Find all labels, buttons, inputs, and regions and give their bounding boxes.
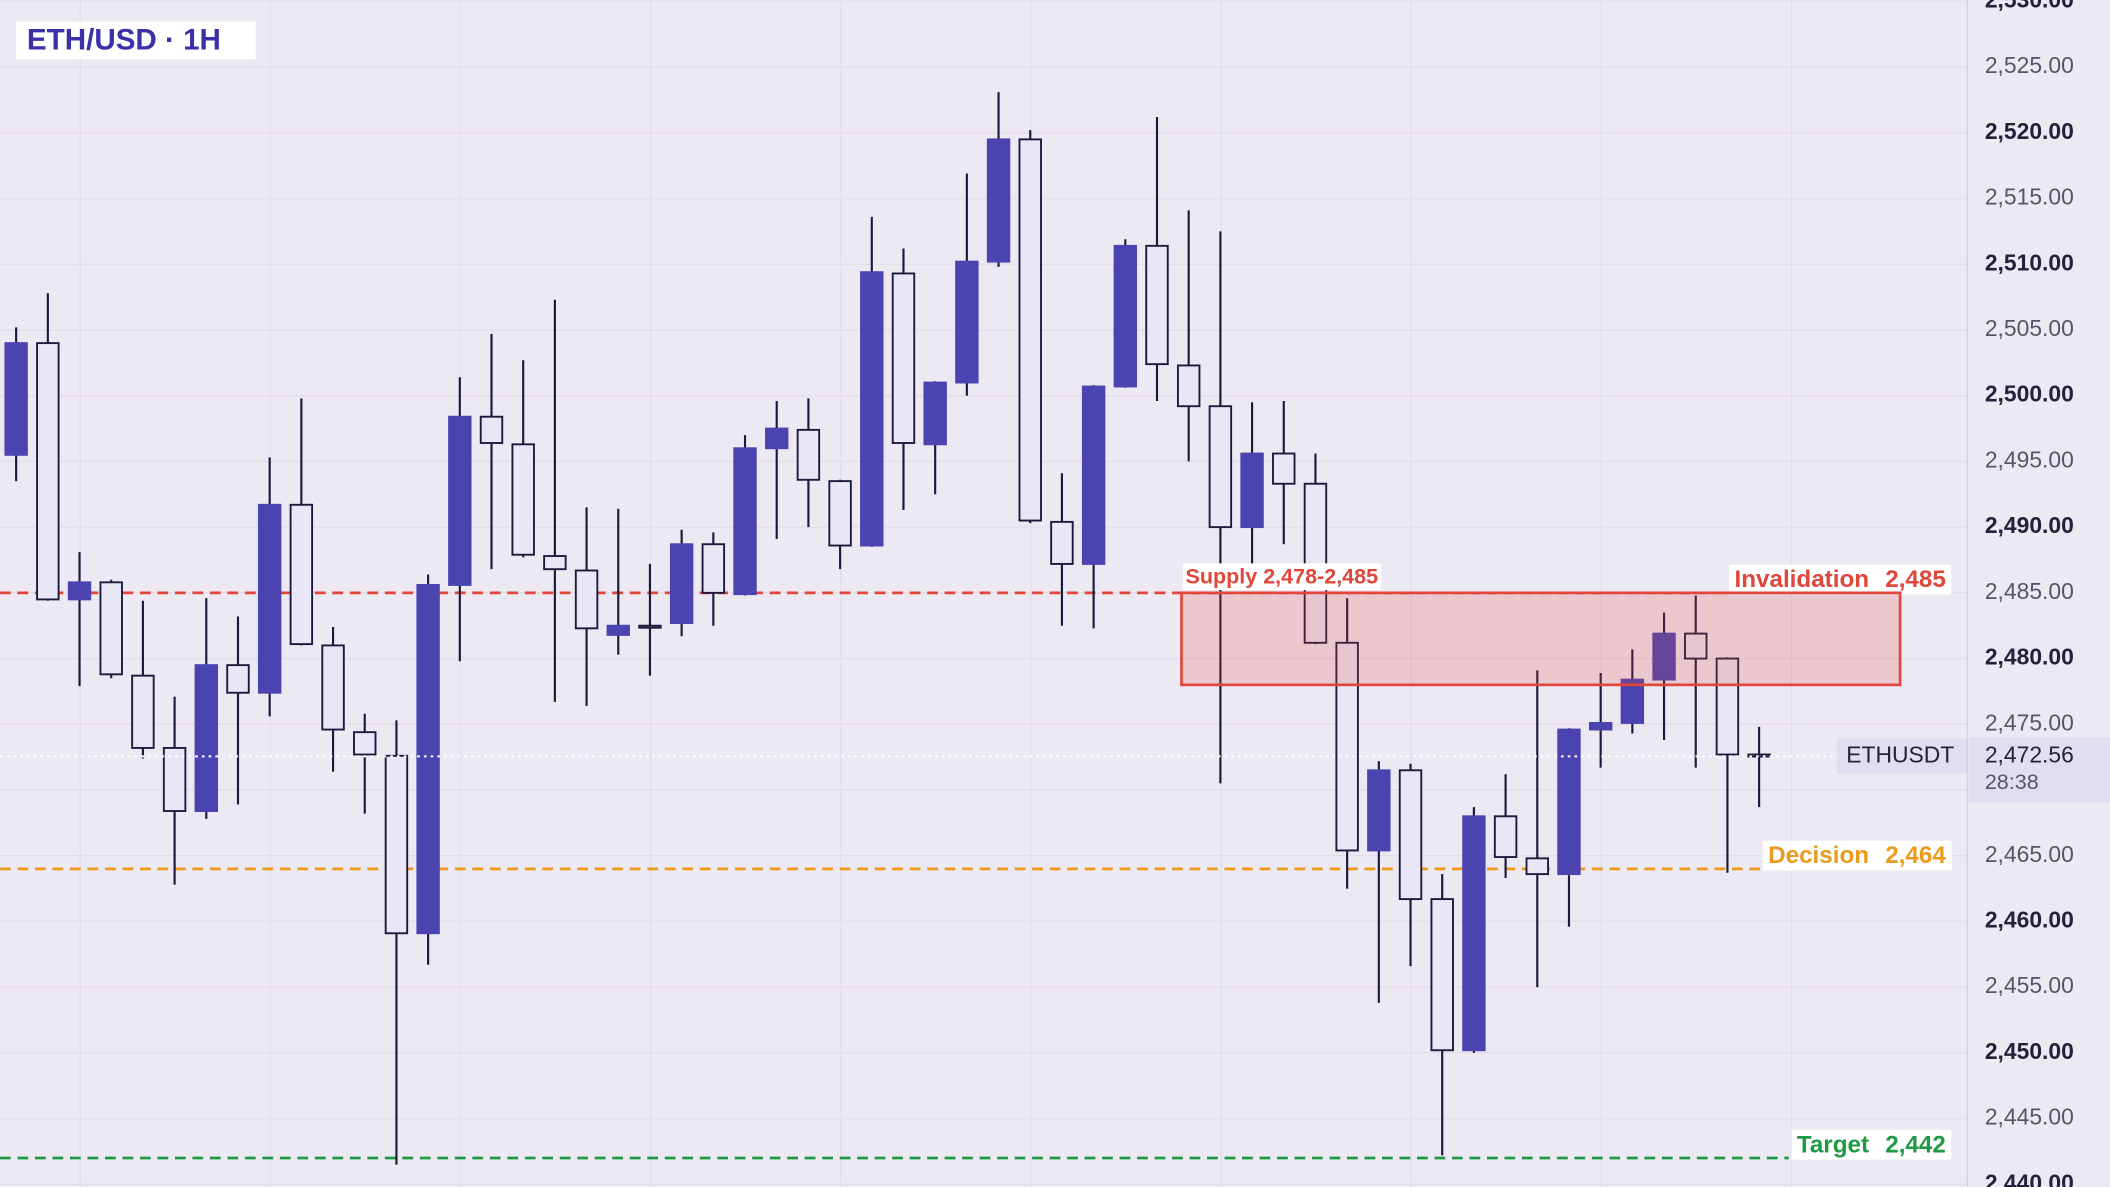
y-tick-label: 2,510.00 bbox=[1985, 249, 2074, 275]
label-background bbox=[1762, 840, 1952, 871]
candle-body bbox=[289, 503, 314, 646]
candle-body bbox=[574, 569, 599, 630]
candle-body bbox=[1367, 769, 1391, 852]
candle-body bbox=[416, 584, 440, 935]
candle-body bbox=[1588, 722, 1613, 731]
level: 2,442 Target bbox=[1791, 1129, 1952, 1160]
candle-body bbox=[1335, 641, 1359, 852]
candle-body bbox=[669, 543, 694, 625]
y-tick-label: 2,440.00 bbox=[1985, 1169, 2074, 1187]
last-price-label: 2,472.56 bbox=[1985, 741, 2074, 767]
candle-body bbox=[479, 415, 504, 444]
candle-body bbox=[67, 581, 92, 601]
candle-body bbox=[321, 644, 345, 731]
candle-body bbox=[543, 555, 567, 571]
level-name: Invalidation bbox=[1734, 566, 1869, 593]
candle-body bbox=[257, 503, 282, 694]
y-tick-label: 2,485.00 bbox=[1985, 578, 2074, 604]
candle-body bbox=[1050, 520, 1074, 565]
candle-body bbox=[1272, 452, 1296, 485]
candle-body bbox=[448, 415, 472, 586]
candle-body bbox=[1145, 244, 1169, 366]
candle-body bbox=[986, 138, 1011, 263]
candle-body bbox=[701, 543, 726, 594]
candle-body bbox=[1176, 364, 1201, 408]
label-background bbox=[1729, 564, 1952, 595]
level-value: 2,442 bbox=[1885, 1131, 1946, 1158]
candle-body bbox=[1208, 405, 1233, 529]
candle-body bbox=[1240, 452, 1264, 529]
candle-body bbox=[1620, 678, 1645, 724]
candle-body bbox=[1430, 898, 1454, 1052]
candle-body bbox=[1525, 857, 1549, 876]
chart-title: ETH/USD · 1H bbox=[27, 24, 221, 57]
y-tick-label: 2,495.00 bbox=[1985, 446, 2074, 472]
level: 2,485 Invalidation bbox=[1729, 564, 1952, 595]
candle-body bbox=[1113, 244, 1138, 388]
y-tick-label: 2,520.00 bbox=[1985, 118, 2074, 144]
candle-body bbox=[36, 342, 60, 601]
countdown-label: 28:38 bbox=[1985, 770, 2039, 794]
candle-body bbox=[99, 581, 123, 676]
candle-body bbox=[1462, 815, 1486, 1052]
y-tick-label: 2,445.00 bbox=[1985, 1104, 2074, 1130]
level-name: Target bbox=[1797, 1131, 1869, 1158]
candle-body bbox=[638, 624, 662, 629]
candle-body bbox=[1557, 728, 1581, 876]
symbol-label: ETHUSDT bbox=[1846, 741, 1954, 767]
candle-body bbox=[891, 272, 916, 444]
level-value: 2,464 bbox=[1885, 842, 1946, 869]
candle-body bbox=[4, 342, 28, 456]
candle-body bbox=[1398, 769, 1423, 901]
y-tick-label: 2,465.00 bbox=[1985, 841, 2074, 867]
candle-body bbox=[1684, 632, 1708, 660]
candle-body bbox=[923, 381, 947, 446]
level-name: Decision bbox=[1768, 842, 1869, 869]
y-tick-label: 2,455.00 bbox=[1985, 972, 2074, 998]
candle-body bbox=[860, 271, 884, 547]
y-tick-label: 2,460.00 bbox=[1985, 906, 2074, 932]
candle-body bbox=[828, 480, 852, 547]
y-tick-label: 2,505.00 bbox=[1985, 315, 2074, 341]
y-tick-label: 2,500.00 bbox=[1985, 381, 2074, 407]
candle-body bbox=[733, 447, 757, 596]
y-tick-label: 2,515.00 bbox=[1985, 184, 2074, 210]
candle-body bbox=[131, 674, 155, 749]
candle-body bbox=[1493, 815, 1518, 858]
level-value: 2,485 bbox=[1885, 566, 1946, 593]
candle-body bbox=[194, 664, 218, 812]
label-background bbox=[1182, 563, 1381, 591]
y-tick-label: 2,530.00 bbox=[1985, 0, 2074, 12]
candle-body bbox=[384, 754, 409, 935]
candle-body bbox=[511, 443, 535, 556]
supply-zone bbox=[1180, 591, 1902, 687]
y-tick-label: 2,525.00 bbox=[1985, 52, 2074, 78]
candle-body bbox=[1652, 632, 1676, 681]
candle-body bbox=[765, 427, 789, 450]
y-tick-label: 2,480.00 bbox=[1985, 644, 2074, 670]
title-background bbox=[16, 21, 256, 60]
y-tick-label: 2,475.00 bbox=[1985, 709, 2074, 735]
candle-body bbox=[226, 664, 250, 694]
candle-body bbox=[353, 731, 377, 756]
last-price-background bbox=[1968, 737, 2110, 803]
y-tick-label: 2,490.00 bbox=[1985, 512, 2074, 538]
candle-body bbox=[1018, 138, 1042, 522]
level: 2,464 Decision bbox=[1762, 840, 1952, 871]
candle-body bbox=[1303, 482, 1328, 644]
candle-body bbox=[955, 260, 979, 384]
y-tick-label: 2,450.00 bbox=[1985, 1038, 2074, 1064]
zone-label: Supply 2,478-2,485 bbox=[1186, 565, 1379, 589]
symbol-background bbox=[1836, 738, 1968, 774]
candle-body bbox=[796, 428, 821, 481]
label-background bbox=[1791, 1129, 1952, 1160]
candle-body bbox=[606, 624, 630, 636]
candle-body bbox=[1715, 657, 1740, 756]
candle-body bbox=[1081, 385, 1106, 565]
candle-body bbox=[162, 746, 187, 812]
